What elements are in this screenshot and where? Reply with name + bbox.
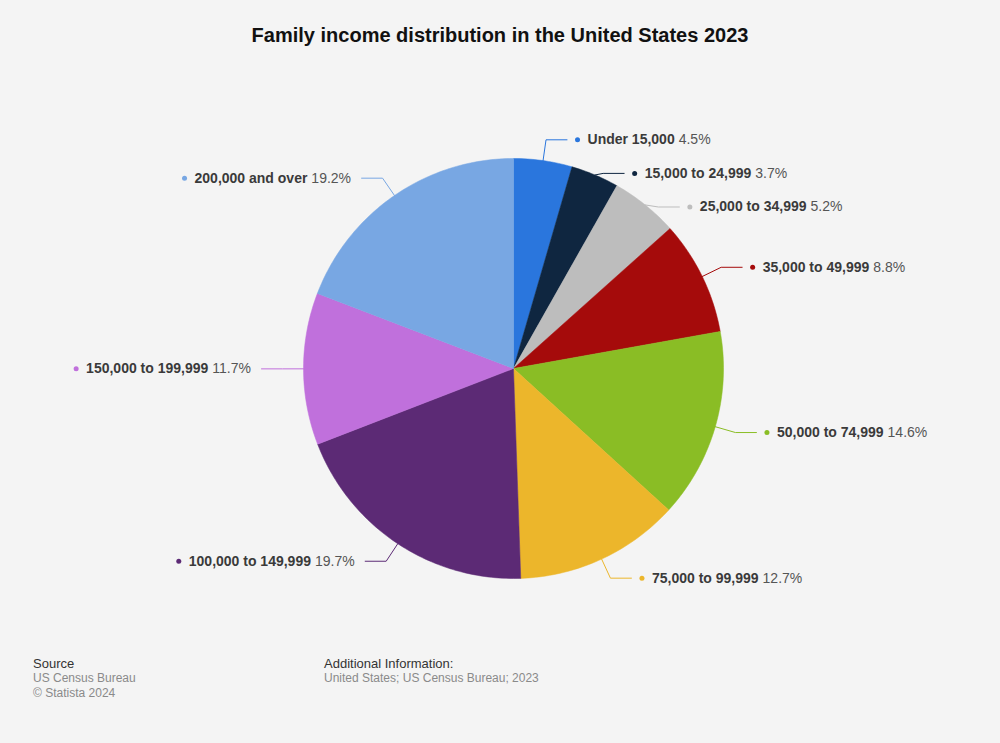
svg-text:3.7%: 3.7% (755, 165, 787, 181)
svg-text:15,000 to 24,999: 15,000 to 24,999 (645, 165, 752, 181)
html-text:Source: Source (33, 656, 75, 671)
svg-text:19.2%: 19.2% (311, 170, 351, 186)
svg-text:75,000 to 99,999: 75,000 to 99,999 (652, 570, 759, 586)
svg-text:25,000 to 34,999: 25,000 to 34,999 (700, 198, 807, 214)
svg-text:19.7%: 19.7% (315, 553, 355, 569)
svg-text:5.2%: 5.2% (811, 198, 843, 214)
svg-text:50,000 to 74,999: 50,000 to 74,999 (777, 424, 884, 440)
svg-text:11.7%: 11.7% (212, 360, 251, 376)
svg-text:Under 15,000: Under 15,000 (588, 131, 675, 147)
html-text:Family income distribution in: Family income distribution in the United… (251, 24, 749, 46)
svg-text:35,000 to 49,999: 35,000 to 49,999 (763, 259, 870, 275)
html-text:© Statista 2024: © Statista 2024 (33, 686, 116, 700)
html-text:United States; US Census Burea: United States; US Census Bureau; 2023 (324, 671, 539, 685)
html-text:US Census Bureau: US Census Bureau (33, 671, 136, 685)
svg-text:14.6%: 14.6% (888, 424, 928, 440)
html-text:Additional Information:: Additional Information: (324, 656, 454, 671)
svg-text:4.5%: 4.5% (679, 131, 711, 147)
svg-text:150,000 to 199,999: 150,000 to 199,999 (86, 360, 208, 376)
svg-text:8.8%: 8.8% (873, 259, 905, 275)
svg-text:200,000 and over: 200,000 and over (195, 170, 308, 186)
svg-text:12.7%: 12.7% (763, 570, 803, 586)
svg-text:100,000 to 149,999: 100,000 to 149,999 (189, 553, 311, 569)
